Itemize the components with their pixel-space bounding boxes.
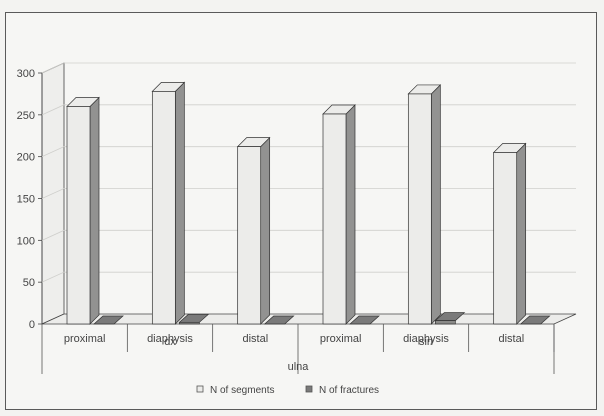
x-category-label-1: diaphysis — [147, 333, 193, 345]
bar-segments-4 — [407, 84, 442, 325]
legend-swatch-fractures — [305, 385, 313, 393]
x-category-label-5: distal — [498, 333, 524, 345]
bar-segments-2 — [236, 136, 271, 325]
gridlines — [41, 62, 576, 283]
bar-fractures-4-front — [434, 320, 456, 325]
bar-segments-5-side — [516, 142, 527, 325]
x-axis-categories: proximal diaphysis distal proximal diaphysis… — [41, 324, 555, 374]
gridline — [41, 62, 576, 74]
bar-fractures-0 — [93, 315, 124, 325]
bar-fractures-0-top — [93, 315, 124, 325]
legend-label-segments: N of segments — [210, 385, 274, 396]
bar-segments-4-front — [407, 93, 432, 325]
bar-fractures-5 — [519, 315, 551, 325]
y-tick-label: 300 — [17, 68, 35, 80]
bars — [66, 81, 551, 325]
y-tick-label: 100 — [17, 235, 35, 247]
bar-segments-5 — [492, 142, 527, 325]
bar-segments-4-side — [430, 84, 441, 325]
legend: N of segments N of fractures — [196, 385, 379, 396]
group-label-dx: dx — [164, 336, 176, 348]
gridline — [41, 146, 576, 158]
bar-segments-0 — [66, 96, 100, 325]
gridline — [41, 104, 576, 116]
y-tick-label: 0 — [29, 319, 35, 331]
gridline — [41, 229, 576, 241]
bar-fractures-2 — [263, 315, 295, 325]
y-axis-ticks: 0 50 100 150 200 250 300 — [17, 68, 42, 331]
bar-segments-1-front — [151, 91, 176, 325]
bar-fractures-5-top — [519, 315, 551, 325]
bar-fractures-3-top — [349, 315, 380, 325]
bar-segments-1 — [151, 81, 186, 325]
bar-segments-2-front — [237, 146, 262, 325]
y-tick-label: 200 — [17, 152, 35, 164]
bar-fractures-1 — [178, 313, 210, 325]
bar-segments-3-front — [322, 113, 347, 325]
x-category-label-2: distal — [242, 333, 268, 345]
x-category-label-4: diaphysis — [403, 333, 449, 345]
gridline — [41, 271, 576, 283]
bar-segments-1-side — [174, 81, 185, 325]
bar-segments-3-side — [345, 104, 356, 325]
legend-swatch-segments — [196, 385, 204, 393]
legend-label-fractures: N of fractures — [319, 385, 379, 396]
bar-segments-0-front — [66, 106, 91, 325]
bar-segments-3 — [322, 104, 356, 325]
bar-segments-0-side — [89, 96, 100, 325]
bar-fractures-2-top — [263, 315, 295, 325]
gridline — [41, 188, 576, 199]
x-category-label-3: proximal — [320, 333, 362, 345]
bar-fractures-4 — [434, 312, 466, 325]
bar-segments-5-front — [493, 152, 518, 325]
group-label-ulna: ulna — [288, 361, 310, 373]
y-tick-label: 150 — [17, 194, 35, 206]
group-label-sin: sin — [419, 336, 433, 348]
bar-segments-2-side — [260, 136, 271, 325]
x-category-label-0: proximal — [64, 333, 106, 345]
y-tick-label: 250 — [17, 110, 35, 122]
y-tick-label: 50 — [23, 277, 35, 289]
bar-fractures-1-front — [178, 321, 200, 325]
bar-fractures-3 — [349, 315, 380, 325]
